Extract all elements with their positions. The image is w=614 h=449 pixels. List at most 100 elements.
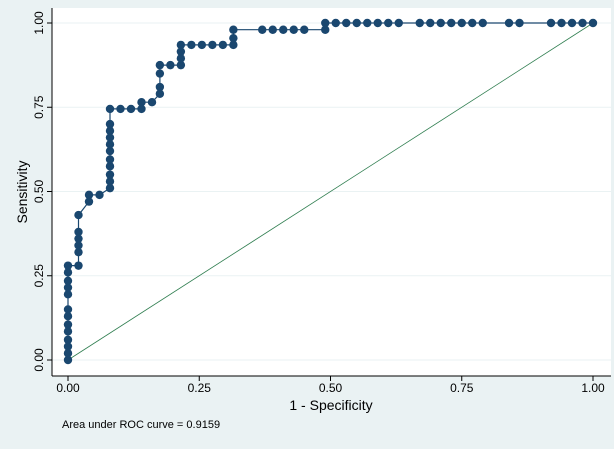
roc-point-81 xyxy=(588,18,598,28)
y-tick-label-4: 1.00 xyxy=(32,11,46,35)
roc-point-78 xyxy=(557,18,566,28)
roc-point-32 xyxy=(105,104,115,114)
y-tick-labels: 0.00 0.25 0.50 0.75 1.00 xyxy=(32,11,46,372)
roc-point-49 xyxy=(208,40,217,50)
y-axis-label: Sensitivity xyxy=(14,160,30,223)
roc-point-68 xyxy=(415,18,424,28)
roc-point-35 xyxy=(137,104,146,114)
roc-point-61 xyxy=(331,18,340,28)
roc-point-59 xyxy=(321,25,330,34)
roc-point-18 xyxy=(74,210,83,220)
roc-point-53 xyxy=(229,25,238,34)
roc-point-25 xyxy=(105,162,115,171)
auc-note: Area under ROC curve = 0.9159 xyxy=(62,419,220,431)
roc-point-55 xyxy=(268,25,277,34)
reference-diagonal-line xyxy=(67,22,594,361)
roc-curve-line xyxy=(67,22,593,360)
roc-point-65 xyxy=(373,18,382,28)
x-axis-label: 1 - Specificity xyxy=(289,397,372,413)
roc-point-16 xyxy=(74,234,83,243)
x-tick-label-1: 0.25 xyxy=(188,381,212,395)
roc-point-46 xyxy=(176,40,186,50)
roc-point-1 xyxy=(63,349,73,358)
roc-point-36 xyxy=(137,97,146,107)
roc-point-17 xyxy=(74,227,83,237)
x-tick-label-2: 0.50 xyxy=(319,381,343,395)
roc-point-30 xyxy=(105,126,115,136)
roc-point-50 xyxy=(218,40,228,50)
x-tick-labels: 0.00 0.25 0.50 0.75 1.00 xyxy=(56,381,605,395)
roc-point-42 xyxy=(166,60,175,70)
roc-point-5 xyxy=(63,320,73,329)
roc-point-21 xyxy=(95,190,104,200)
roc-point-20 xyxy=(84,190,94,200)
roc-point-22 xyxy=(105,183,115,193)
roc-point-13 xyxy=(74,261,83,270)
roc-point-58 xyxy=(300,25,309,34)
roc-point-52 xyxy=(229,33,238,43)
roc-point-0 xyxy=(63,355,73,365)
x-tick-label-4: 1.00 xyxy=(581,381,605,395)
roc-point-69 xyxy=(426,18,435,28)
x-tick-label-0: 0.00 xyxy=(56,381,80,395)
roc-point-4 xyxy=(63,327,73,336)
roc-point-75 xyxy=(504,18,514,28)
roc-point-14 xyxy=(74,247,83,257)
roc-point-31 xyxy=(105,119,115,129)
roc-point-3 xyxy=(63,335,73,344)
roc-point-7 xyxy=(63,305,73,314)
tick-marks xyxy=(47,22,594,381)
roc-point-64 xyxy=(363,18,372,28)
roc-point-12 xyxy=(63,261,73,270)
roc-point-38 xyxy=(155,89,165,98)
y-tick-label-1: 0.25 xyxy=(32,264,46,288)
roc-point-54 xyxy=(258,25,267,34)
roc-point-71 xyxy=(447,18,456,28)
roc-point-43 xyxy=(176,60,186,70)
roc-point-80 xyxy=(578,18,587,28)
roc-point-26 xyxy=(105,155,115,164)
roc-point-60 xyxy=(321,18,330,28)
y-tick-label-3: 0.75 xyxy=(32,95,46,119)
roc-point-6 xyxy=(63,311,73,321)
roc-point-9 xyxy=(63,283,73,292)
roc-point-74 xyxy=(478,18,487,28)
roc-point-10 xyxy=(63,276,73,286)
roc-point-29 xyxy=(105,133,115,142)
roc-point-44 xyxy=(176,54,186,63)
roc-point-72 xyxy=(457,18,466,28)
roc-point-40 xyxy=(155,69,165,78)
roc-point-56 xyxy=(279,25,288,34)
roc-point-51 xyxy=(229,40,238,50)
roc-point-48 xyxy=(197,40,207,50)
roc-point-27 xyxy=(105,146,115,156)
y-tick-label-2: 0.50 xyxy=(32,179,46,203)
roc-points xyxy=(63,18,598,365)
roc-point-47 xyxy=(187,40,196,50)
roc-point-66 xyxy=(384,18,393,28)
roc-point-62 xyxy=(342,18,351,28)
roc-point-8 xyxy=(63,290,73,299)
roc-point-67 xyxy=(394,18,403,28)
roc-point-19 xyxy=(84,197,94,206)
roc-point-63 xyxy=(352,18,361,28)
roc-point-76 xyxy=(515,18,524,28)
roc-point-77 xyxy=(546,18,556,28)
roc-point-15 xyxy=(74,241,83,250)
roc-point-11 xyxy=(63,268,73,277)
roc-point-41 xyxy=(155,60,165,70)
roc-point-73 xyxy=(468,18,477,28)
roc-point-39 xyxy=(155,82,165,92)
roc-point-34 xyxy=(126,104,136,114)
roc-point-57 xyxy=(289,25,298,34)
roc-point-79 xyxy=(567,18,577,28)
x-tick-label-3: 0.75 xyxy=(450,381,474,395)
roc-point-24 xyxy=(105,170,115,179)
roc-point-28 xyxy=(105,140,115,149)
roc-point-23 xyxy=(105,177,115,186)
roc-point-37 xyxy=(147,97,157,107)
roc-point-70 xyxy=(436,18,445,28)
roc-point-2 xyxy=(63,342,73,351)
y-tick-label-0: 0.00 xyxy=(32,348,46,372)
